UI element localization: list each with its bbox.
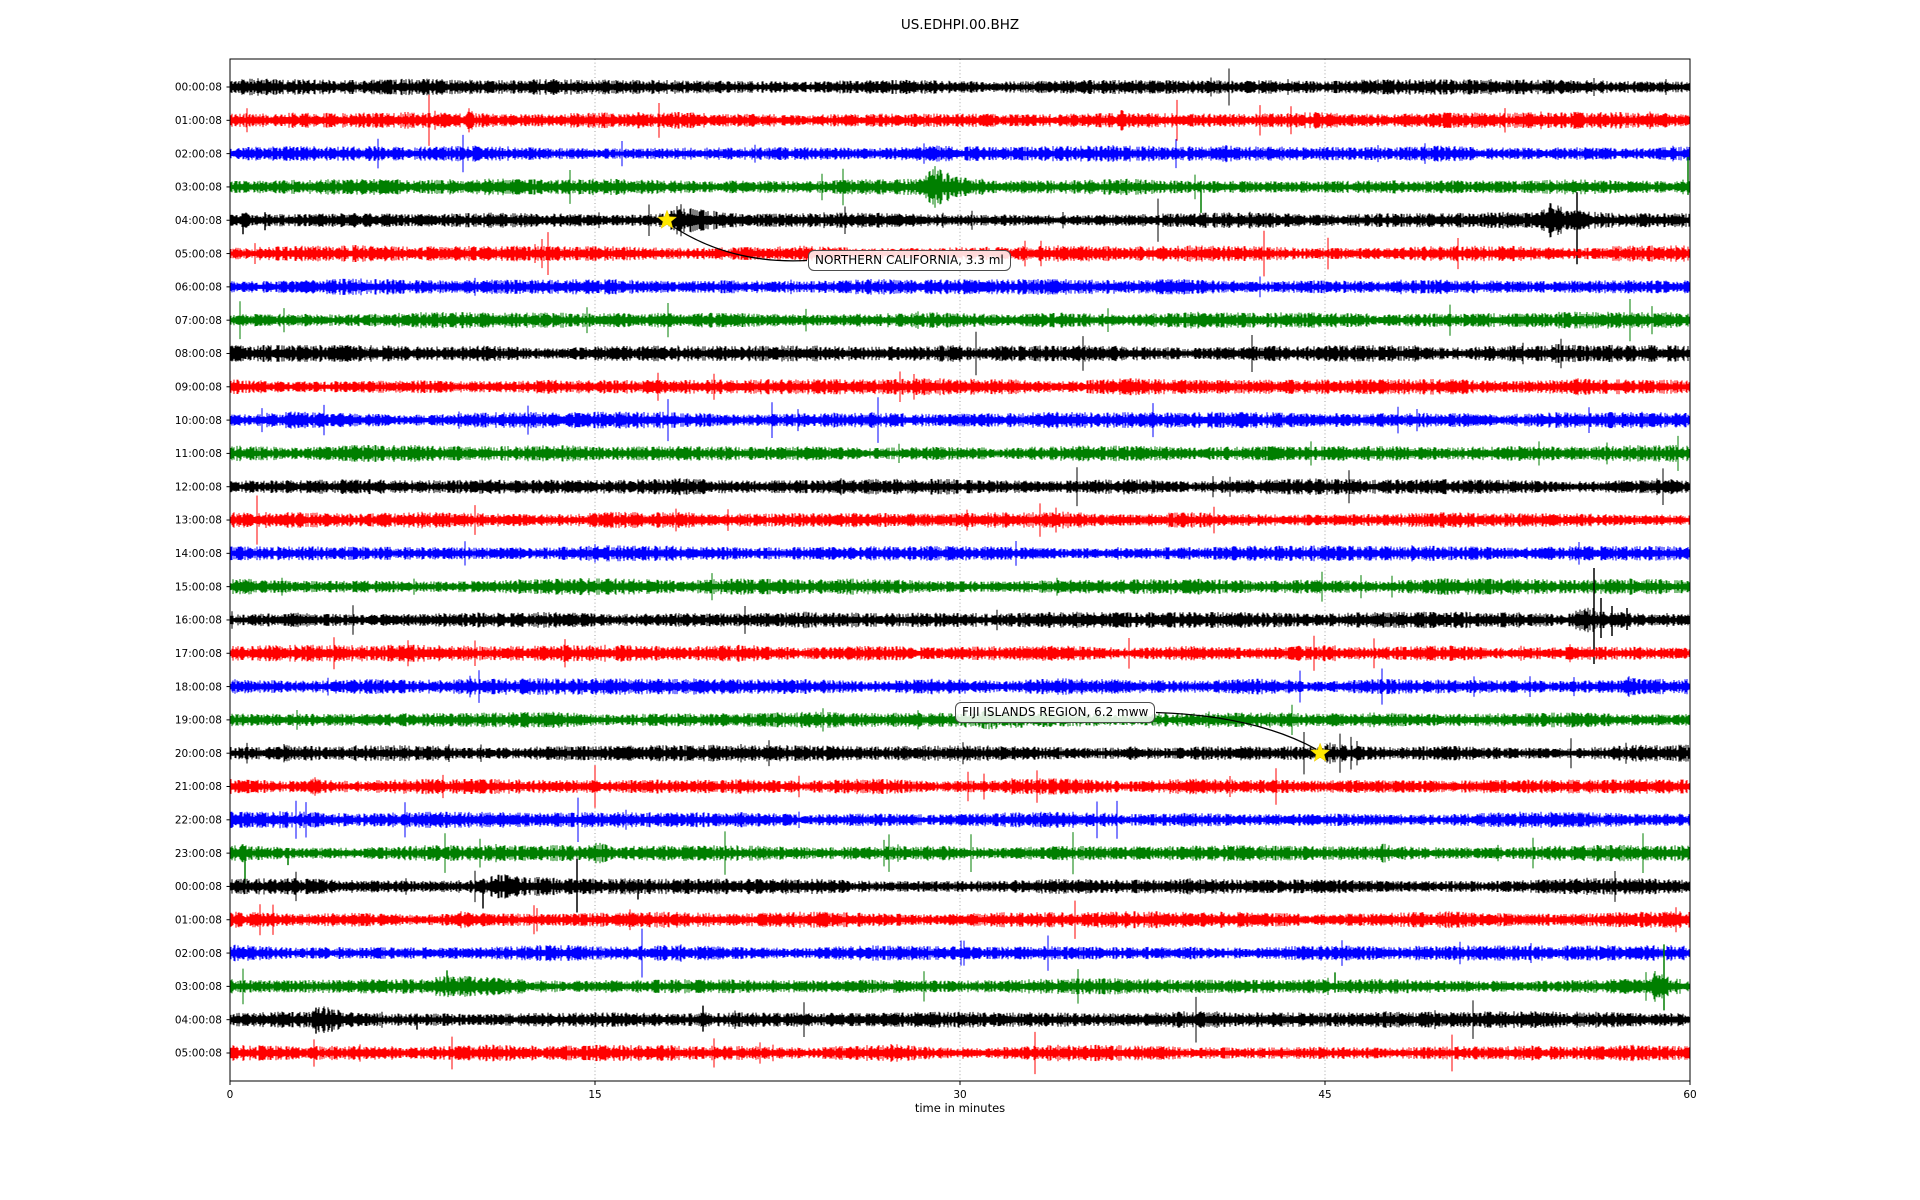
trace-spike-group bbox=[1593, 567, 1628, 664]
x-tick-label: 0 bbox=[227, 1089, 234, 1101]
x-axis-label: time in minutes bbox=[914, 1101, 1006, 1115]
y-tick-label: 02:00:08 bbox=[175, 948, 222, 960]
y-tick-label: 18:00:08 bbox=[175, 681, 222, 693]
annotation-leader-line bbox=[1155, 711, 1317, 750]
y-tick-label: 16:00:08 bbox=[175, 615, 222, 627]
trace-spike-group bbox=[1200, 156, 1689, 213]
y-tick-label: 03:00:08 bbox=[175, 182, 222, 194]
event-star-icon bbox=[656, 209, 678, 229]
annotation-label: FIJI ISLANDS REGION, 6.2 mww bbox=[962, 705, 1149, 719]
x-tick-label: 45 bbox=[1318, 1089, 1331, 1101]
annotation-leader-line bbox=[670, 224, 808, 262]
annotation-label: NORTHERN CALIFORNIA, 3.3 ml bbox=[815, 253, 1004, 267]
x-tick-label: 15 bbox=[588, 1089, 601, 1101]
y-tick-label: 17:00:08 bbox=[175, 648, 222, 660]
y-tick-label: 21:00:08 bbox=[175, 781, 222, 793]
y-tick-label: 00:00:08 bbox=[175, 82, 222, 94]
y-tick-label: 06:00:08 bbox=[175, 282, 222, 294]
trace-spike-group bbox=[446, 944, 1665, 1011]
x-tick-label: 60 bbox=[1683, 1089, 1696, 1101]
y-tick-label: 02:00:08 bbox=[175, 148, 222, 160]
y-tick-label: 11:00:08 bbox=[175, 448, 222, 460]
y-tick-label: 22:00:08 bbox=[175, 815, 222, 827]
trace-spike-group bbox=[244, 848, 289, 884]
y-tick-label: 05:00:08 bbox=[175, 1048, 222, 1060]
y-tick-label: 08:00:08 bbox=[175, 348, 222, 360]
annotation-northern-california: NORTHERN CALIFORNIA, 3.3 ml bbox=[808, 250, 1011, 271]
figure-title: US.EDHPI.00.BHZ bbox=[900, 17, 1020, 33]
y-tick-label: 15:00:08 bbox=[175, 581, 222, 593]
y-tick-label: 12:00:08 bbox=[175, 481, 222, 493]
y-tick-label: 04:00:08 bbox=[175, 215, 222, 227]
y-tick-label: 09:00:08 bbox=[175, 381, 222, 393]
trace-spike-group bbox=[482, 858, 639, 913]
y-tick-label: 05:00:08 bbox=[175, 248, 222, 260]
trace-spike-group bbox=[315, 1005, 704, 1034]
y-tick-label: 04:00:08 bbox=[175, 1014, 222, 1026]
plot-background bbox=[230, 59, 1690, 1081]
y-tick-label: 00:00:08 bbox=[175, 881, 222, 893]
event-star-icon bbox=[1309, 742, 1331, 762]
y-tick-label: 13:00:08 bbox=[175, 515, 222, 527]
y-tick-label: 23:00:08 bbox=[175, 848, 222, 860]
y-tick-label: 20:00:08 bbox=[175, 748, 222, 760]
y-tick-label: 14:00:08 bbox=[175, 548, 222, 560]
y-tick-label: 10:00:08 bbox=[175, 415, 222, 427]
y-tick-label: 03:00:08 bbox=[175, 981, 222, 993]
x-tick-label: 30 bbox=[953, 1089, 966, 1101]
y-tick-label: 01:00:08 bbox=[175, 914, 222, 926]
y-tick-label: 19:00:08 bbox=[175, 715, 222, 727]
y-tick-label: 01:00:08 bbox=[175, 115, 222, 127]
annotation-fiji-islands: FIJI ISLANDS REGION, 6.2 mww bbox=[955, 702, 1156, 723]
y-tick-label: 07:00:08 bbox=[175, 315, 222, 327]
